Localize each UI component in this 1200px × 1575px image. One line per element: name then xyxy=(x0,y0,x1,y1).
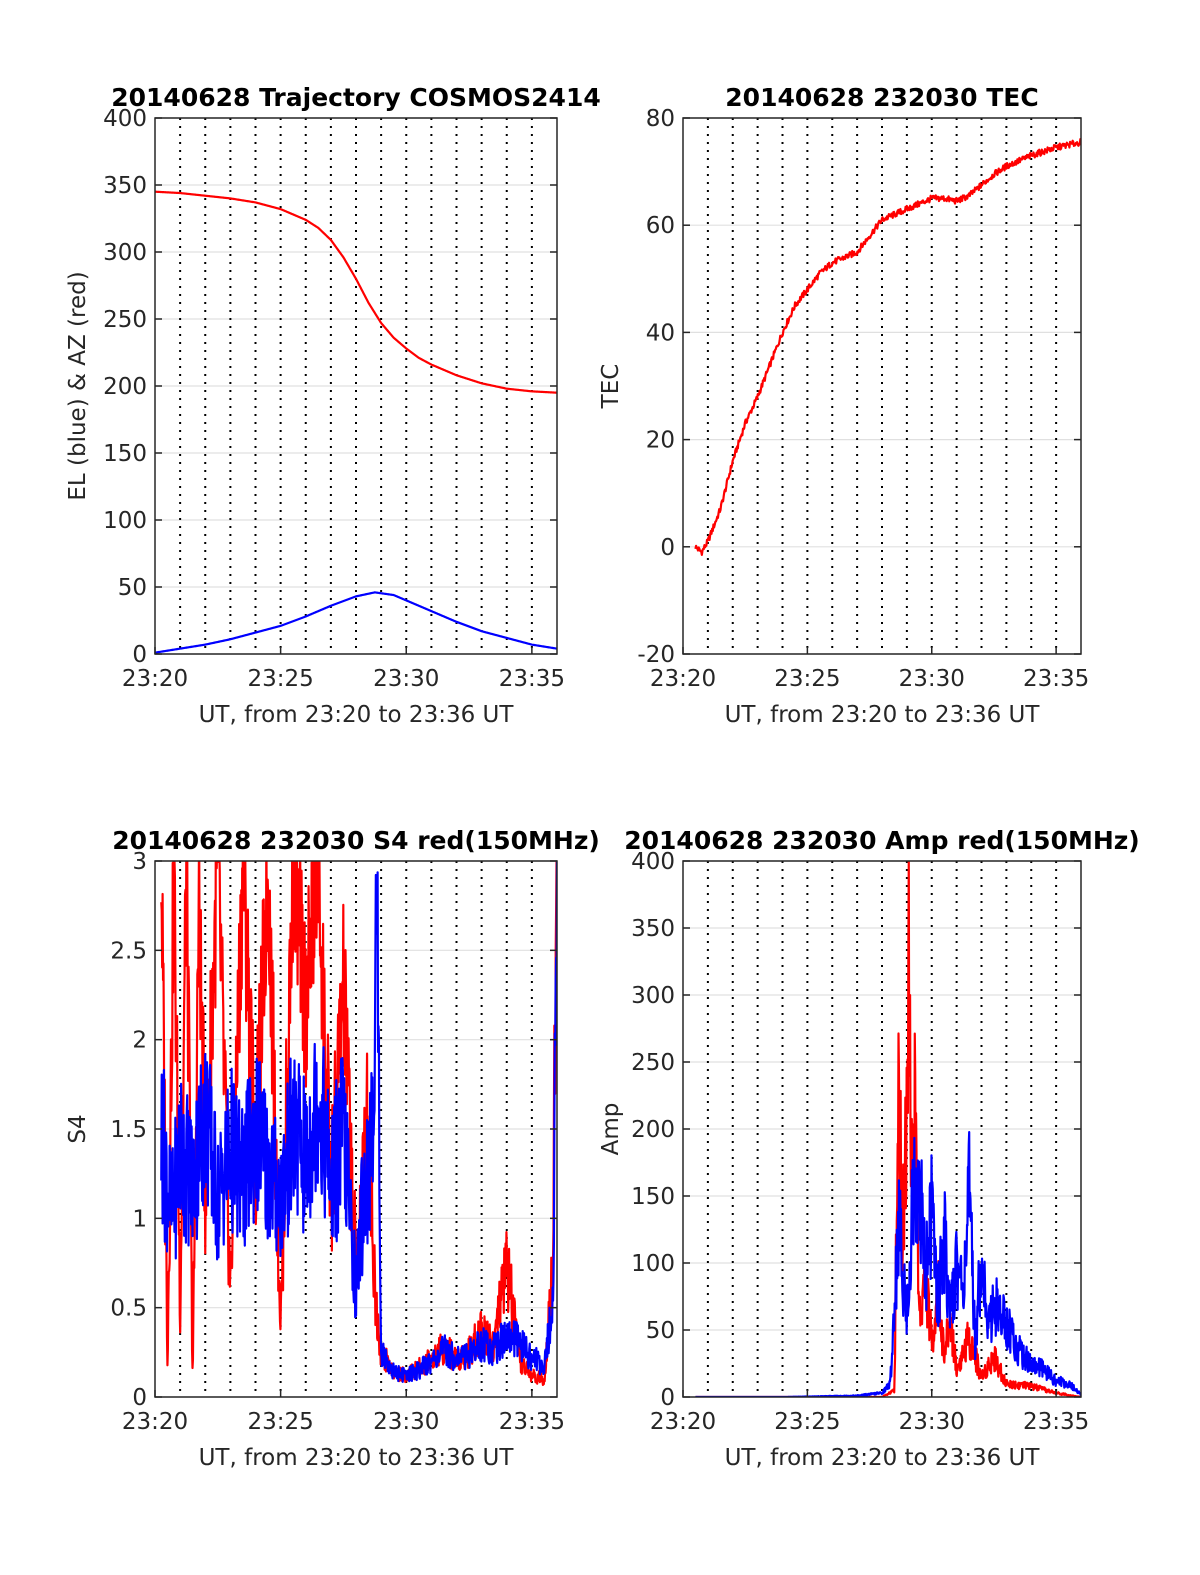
trajectory-xtick-label: 23:35 xyxy=(499,666,565,692)
trajectory-xtick-label: 23:30 xyxy=(373,666,439,692)
tec-ytick-label: 40 xyxy=(646,320,675,346)
amp-ytick-label: 100 xyxy=(631,1251,675,1277)
s4-title: 20140628 232030 S4 red(150MHz) xyxy=(112,826,600,855)
tec-xtick-label: 23:25 xyxy=(774,666,840,692)
trajectory-ytick-label: 400 xyxy=(103,106,147,132)
amp-ytick-label: 400 xyxy=(631,849,675,875)
s4-xtick-label: 23:35 xyxy=(499,1409,565,1435)
amp-title: 20140628 232030 Amp red(150MHz) xyxy=(624,826,1140,855)
s4-ytick-label: 3 xyxy=(132,849,147,875)
tec-series-0-line xyxy=(694,138,1081,556)
tec-xtick-label: 23:35 xyxy=(1023,666,1089,692)
amp-ytick-label: 350 xyxy=(631,916,675,942)
tec-axes-box xyxy=(682,117,1082,655)
s4-xtick-label: 23:25 xyxy=(247,1409,313,1435)
amp-panel: 0 50 100 150 200 250 300 350 400 23:20 23:25 23:30 2… xyxy=(598,826,1140,1471)
amp-ylabel: Amp xyxy=(598,1103,624,1156)
trajectory-ytick-label: 200 xyxy=(103,374,147,400)
s4-xtick-label: 23:30 xyxy=(373,1409,439,1435)
trajectory-ytick-label: 250 xyxy=(103,307,147,333)
s4-series-group xyxy=(160,861,557,1387)
tec-xtick-label: 23:20 xyxy=(650,666,716,692)
trajectory-series-group xyxy=(155,190,557,654)
amp-series-0-line xyxy=(694,861,1081,1397)
tec-ytick-label: 60 xyxy=(646,213,675,239)
trajectory-panel: 0 50 100 150 200 250 300 350 400 23:20 23:25 23:30 2… xyxy=(65,83,601,728)
s4-ytick-label: 2 xyxy=(132,1028,147,1054)
s4-xlabel: UT, from 23:20 to 23:36 UT xyxy=(199,1445,515,1471)
trajectory-ytick-label: 100 xyxy=(103,508,147,534)
tec-series-group xyxy=(694,138,1081,556)
trajectory-xtick-label: 23:20 xyxy=(122,666,188,692)
trajectory-ytick-label: 150 xyxy=(103,441,147,467)
tec-title: 20140628 232030 TEC xyxy=(725,83,1038,112)
trajectory-ytick-label: 0 xyxy=(132,642,147,668)
amp-series-group xyxy=(694,861,1081,1397)
tec-ytick-label: 80 xyxy=(646,106,675,132)
amp-ytick-label: 200 xyxy=(631,1117,675,1143)
amp-ytick-label: 150 xyxy=(631,1184,675,1210)
trajectory-series-1-line xyxy=(155,591,557,654)
trajectory-title: 20140628 Trajectory COSMOS2414 xyxy=(111,83,601,112)
trajectory-ytick-label: 50 xyxy=(118,575,147,601)
s4-ytick-label: 0 xyxy=(132,1385,147,1411)
s4-ytick-label: 1 xyxy=(132,1206,147,1232)
amp-ytick-label: 50 xyxy=(646,1318,675,1344)
tec-ytick-label: 0 xyxy=(660,535,675,561)
trajectory-ytick-label: 300 xyxy=(103,240,147,266)
s4-series-1-line xyxy=(160,861,557,1383)
amp-ytick-label: 250 xyxy=(631,1050,675,1076)
trajectory-ylabel: EL (blue) & AZ (red) xyxy=(65,271,91,500)
s4-ytick-label: 0.5 xyxy=(110,1296,147,1322)
amp-xlabel: UT, from 23:20 to 23:36 UT xyxy=(725,1445,1041,1471)
amp-series-1-line xyxy=(694,1131,1081,1397)
tec-xlabel: UT, from 23:20 to 23:36 UT xyxy=(725,702,1041,728)
s4-xtick-label: 23:20 xyxy=(122,1409,188,1435)
amp-xtick-label: 23:35 xyxy=(1023,1409,1089,1435)
trajectory-xtick-label: 23:25 xyxy=(247,666,313,692)
tec-ylabel: TEC xyxy=(598,364,624,410)
trajectory-ytick-label: 350 xyxy=(103,173,147,199)
amp-xtick-label: 23:20 xyxy=(650,1409,716,1435)
tec-ytick-label: -20 xyxy=(637,642,675,668)
tec-panel: -20 0 20 40 60 80 23:20 23:25 23:30 23:35 20140628… xyxy=(598,83,1089,728)
amp-ytick-label: 0 xyxy=(660,1385,675,1411)
s4-ylabel: S4 xyxy=(65,1114,91,1143)
amp-xtick-label: 23:30 xyxy=(899,1409,965,1435)
s4-ytick-label: 1.5 xyxy=(110,1117,147,1143)
amp-ytick-label: 300 xyxy=(631,983,675,1009)
amp-xtick-label: 23:25 xyxy=(774,1409,840,1435)
s4-ytick-label: 2.5 xyxy=(110,938,147,964)
tec-ytick-label: 20 xyxy=(646,428,675,454)
s4-panel: 0 0.5 1 1.5 2 2.5 3 23:20 23:25 23:30 23:35 2014062… xyxy=(65,826,600,1471)
trajectory-series-0-line xyxy=(155,190,557,394)
tec-xtick-label: 23:30 xyxy=(899,666,965,692)
trajectory-xlabel: UT, from 23:20 to 23:36 UT xyxy=(199,702,515,728)
